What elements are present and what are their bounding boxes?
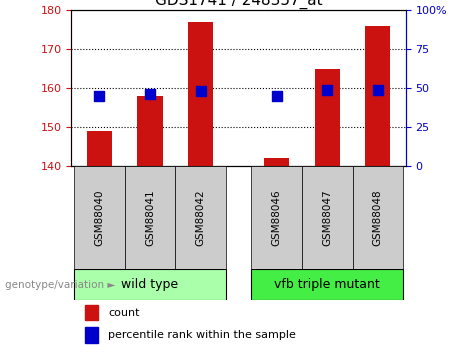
- Point: [146, 91, 154, 97]
- Text: count: count: [108, 308, 140, 318]
- Text: genotype/variation ►: genotype/variation ►: [5, 280, 115, 289]
- Text: GSM88042: GSM88042: [195, 189, 206, 246]
- Text: wild type: wild type: [121, 278, 178, 291]
- Point: [374, 87, 382, 92]
- Bar: [302, 166, 353, 269]
- Text: percentile rank within the sample: percentile rank within the sample: [108, 330, 296, 340]
- Bar: [251, 269, 403, 300]
- Bar: [175, 166, 226, 269]
- Bar: [85, 305, 98, 320]
- Point: [324, 87, 331, 92]
- Text: vfb triple mutant: vfb triple mutant: [274, 278, 380, 291]
- Point: [95, 93, 103, 98]
- Text: GSM88046: GSM88046: [272, 189, 282, 246]
- Point: [197, 88, 204, 94]
- Bar: [74, 166, 124, 269]
- Bar: [188, 22, 213, 166]
- Bar: [264, 158, 289, 166]
- Bar: [365, 26, 390, 166]
- Bar: [124, 166, 175, 269]
- Text: GSM88047: GSM88047: [322, 189, 332, 246]
- Bar: [251, 166, 302, 269]
- Title: GDS1741 / 248357_at: GDS1741 / 248357_at: [155, 0, 322, 9]
- Point: [273, 93, 280, 98]
- Text: GSM88048: GSM88048: [373, 189, 383, 246]
- Bar: [87, 131, 112, 166]
- Bar: [314, 69, 340, 166]
- Bar: [74, 269, 226, 300]
- Text: GSM88040: GSM88040: [95, 189, 104, 246]
- Bar: [353, 166, 403, 269]
- Bar: [137, 96, 163, 166]
- Bar: [85, 327, 98, 343]
- Text: GSM88041: GSM88041: [145, 189, 155, 246]
